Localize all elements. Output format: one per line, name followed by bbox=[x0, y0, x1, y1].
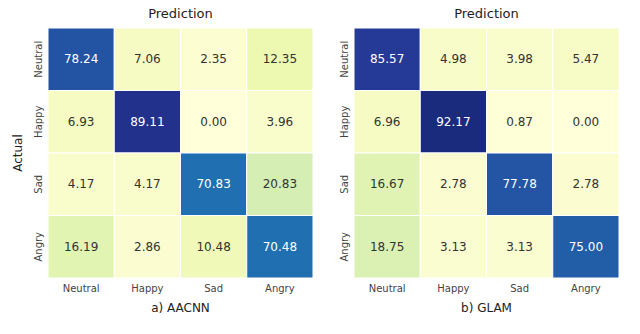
cells bbox=[354, 28, 619, 278]
cell bbox=[553, 91, 619, 154]
data-label: 6.96 bbox=[374, 115, 401, 129]
cell bbox=[420, 28, 486, 91]
data-label: 10.48 bbox=[196, 240, 230, 254]
cell bbox=[247, 28, 313, 91]
cell bbox=[247, 91, 313, 154]
data-label: 85.57 bbox=[370, 52, 404, 66]
cell bbox=[181, 28, 247, 91]
cell bbox=[114, 91, 180, 154]
data-label: 70.48 bbox=[263, 240, 297, 254]
cell bbox=[181, 216, 247, 279]
data-label: 77.78 bbox=[502, 177, 536, 191]
heatmap-panel: Prediction 78.24 7.06 2.35 12.35 6.93 89.11 0.0… bbox=[11, 6, 313, 315]
data-label: 4.98 bbox=[440, 52, 467, 66]
cell bbox=[420, 153, 486, 216]
data-label: 2.78 bbox=[573, 177, 600, 191]
cell bbox=[48, 91, 114, 154]
cell bbox=[420, 216, 486, 279]
x-tick-label: Angry bbox=[265, 283, 295, 294]
data-label: 2.35 bbox=[200, 52, 227, 66]
x-tick-label: Angry bbox=[571, 283, 601, 294]
cell bbox=[487, 153, 553, 216]
data-label: 16.19 bbox=[64, 240, 98, 254]
data-label: 3.98 bbox=[506, 52, 533, 66]
cell bbox=[487, 216, 553, 279]
cell bbox=[114, 28, 180, 91]
cell bbox=[487, 28, 553, 91]
data-label: 6.93 bbox=[68, 115, 95, 129]
title: Prediction bbox=[454, 6, 519, 21]
cell bbox=[247, 216, 313, 279]
cell bbox=[48, 216, 114, 279]
data-label: 78.24 bbox=[64, 52, 98, 66]
title: Prediction bbox=[148, 6, 213, 21]
data-label: 92.17 bbox=[436, 115, 470, 129]
y-tick-label: Angry bbox=[339, 232, 350, 262]
cell bbox=[553, 216, 619, 279]
x-tick-label: Happy bbox=[131, 283, 163, 294]
cell bbox=[48, 28, 114, 91]
x-tick-label: Neutral bbox=[369, 283, 406, 294]
data-label: 0.00 bbox=[573, 115, 600, 129]
cell bbox=[553, 153, 619, 216]
cell bbox=[181, 91, 247, 154]
y-tick-label: Neutral bbox=[339, 41, 350, 78]
y-tick-label: Sad bbox=[33, 175, 44, 194]
data-label: 7.06 bbox=[134, 52, 161, 66]
cell bbox=[487, 91, 553, 154]
cells bbox=[48, 28, 313, 278]
y-tick-label: Happy bbox=[339, 106, 350, 138]
data-label: 20.83 bbox=[263, 177, 297, 191]
x-axis-label: b) GLAM bbox=[461, 301, 512, 315]
cell bbox=[114, 153, 180, 216]
data-label: 3.13 bbox=[506, 240, 533, 254]
x-axis-label: a) AACNN bbox=[151, 301, 210, 315]
cell bbox=[553, 28, 619, 91]
data-label: 3.96 bbox=[267, 115, 294, 129]
x-tick-label: Neutral bbox=[63, 283, 100, 294]
figure: Prediction 78.24 7.06 2.35 12.35 6.93 89.11 0.0… bbox=[0, 0, 640, 334]
y-tick-label: Sad bbox=[339, 175, 350, 194]
cell bbox=[247, 153, 313, 216]
x-tick-label: Sad bbox=[510, 283, 529, 294]
cell bbox=[48, 153, 114, 216]
data-label: 89.11 bbox=[130, 115, 164, 129]
x-tick-label: Sad bbox=[204, 283, 223, 294]
data-label: 4.17 bbox=[68, 177, 95, 191]
cell bbox=[354, 28, 420, 91]
data-label: 3.13 bbox=[440, 240, 467, 254]
data-label: 18.75 bbox=[370, 240, 404, 254]
data-label: 5.47 bbox=[573, 52, 600, 66]
y-tick-label: Neutral bbox=[33, 41, 44, 78]
data-label: 12.35 bbox=[263, 52, 297, 66]
x-tick-label: Happy bbox=[437, 283, 469, 294]
cell bbox=[354, 91, 420, 154]
data-label: 16.67 bbox=[370, 177, 404, 191]
cell bbox=[420, 91, 486, 154]
data-label: 2.86 bbox=[134, 240, 161, 254]
data-label: 2.78 bbox=[440, 177, 467, 191]
y-axis-label: Actual bbox=[11, 134, 25, 172]
cell bbox=[354, 153, 420, 216]
cell bbox=[114, 216, 180, 279]
data-label: 0.87 bbox=[506, 115, 533, 129]
data-label: 0.00 bbox=[200, 115, 227, 129]
y-tick-label: Angry bbox=[33, 232, 44, 262]
heatmap-panel: Prediction 85.57 4.98 3.98 5.47 6.96 92.17 0.87… bbox=[339, 6, 619, 315]
cell bbox=[354, 216, 420, 279]
data-label: 75.00 bbox=[569, 240, 603, 254]
data-label: 70.83 bbox=[196, 177, 230, 191]
y-tick-label: Happy bbox=[33, 106, 44, 138]
cell bbox=[181, 153, 247, 216]
data-label: 4.17 bbox=[134, 177, 161, 191]
